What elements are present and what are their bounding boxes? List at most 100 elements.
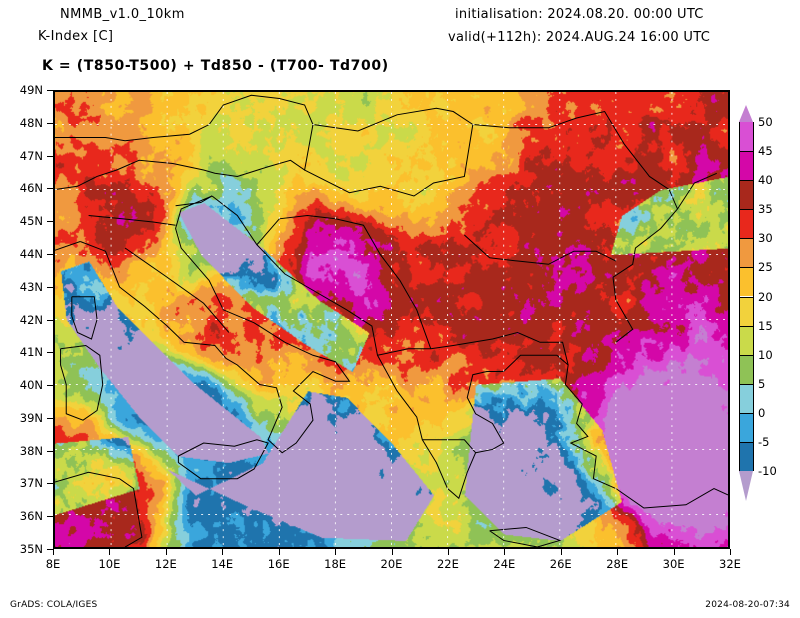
x-axis-label: 16E bbox=[267, 557, 290, 571]
colorbar-tick-label: 0 bbox=[758, 405, 766, 420]
y-axis-tick bbox=[47, 155, 53, 157]
colorbar-tick-label: 25 bbox=[758, 260, 773, 275]
x-axis-tick bbox=[560, 549, 562, 555]
y-axis-tick bbox=[47, 122, 53, 124]
colorbar-band[interactable] bbox=[739, 354, 754, 384]
x-axis-label: 8E bbox=[45, 557, 61, 571]
x-axis-label: 18E bbox=[324, 557, 347, 571]
colorbar-band[interactable] bbox=[739, 325, 754, 355]
colorbar-band[interactable] bbox=[739, 441, 754, 471]
coastline-overlay bbox=[55, 94, 728, 547]
colorbar-band[interactable] bbox=[739, 209, 754, 239]
y-axis-label: 37N bbox=[19, 476, 43, 491]
y-axis-label: 48N bbox=[19, 115, 43, 130]
colorbar-band[interactable] bbox=[739, 151, 754, 181]
model-name: NMMB_v1.0_10km bbox=[60, 7, 185, 22]
credit-text: GrADS: COLA/IGES bbox=[10, 600, 98, 610]
x-axis-tick bbox=[165, 549, 167, 555]
x-axis-tick bbox=[278, 549, 280, 555]
x-axis-tick bbox=[730, 549, 731, 555]
y-axis-tick bbox=[47, 319, 53, 321]
colorbar-separator bbox=[739, 209, 754, 211]
y-axis-tick bbox=[47, 483, 53, 485]
colorbar-separator bbox=[739, 180, 754, 182]
x-axis-label: 24E bbox=[493, 557, 516, 571]
valid-time-text: valid(+112h): 2024.AUG.24 16:00 UTC bbox=[448, 30, 711, 45]
colorbar-tick-label: 35 bbox=[758, 202, 773, 217]
y-axis-label: 39N bbox=[19, 410, 43, 425]
colorbar-band[interactable] bbox=[739, 383, 754, 413]
x-axis-tick bbox=[109, 549, 111, 555]
x-axis-label: 30E bbox=[662, 557, 685, 571]
y-axis-label: 49N bbox=[19, 83, 43, 97]
colorbar-separator bbox=[739, 296, 754, 298]
x-axis-label: 12E bbox=[154, 557, 177, 571]
colorbar-under-arrow bbox=[739, 471, 753, 501]
x-axis-tick bbox=[391, 549, 393, 555]
colorbar-tick-label: 10 bbox=[758, 347, 773, 362]
initialisation-text: initialisation: 2024.08.20. 00:00 UTC bbox=[455, 7, 704, 22]
colorbar-band[interactable] bbox=[739, 412, 754, 442]
x-axis-label: 10E bbox=[98, 557, 121, 571]
colorbar-separator bbox=[739, 325, 754, 327]
y-axis-label: 42N bbox=[19, 312, 43, 327]
y-axis-tick bbox=[47, 450, 53, 452]
y-axis-tick bbox=[47, 90, 53, 91]
y-axis-label: 44N bbox=[19, 246, 43, 261]
colorbar-separator bbox=[739, 151, 754, 153]
y-axis-label: 43N bbox=[19, 279, 43, 294]
formula-text: K = (T850-T500) + Td850 - (T700- Td700) bbox=[42, 58, 389, 74]
colorbar-tick-label: 5 bbox=[758, 376, 766, 391]
colorbar-tick-label: 40 bbox=[758, 173, 773, 188]
y-axis-tick bbox=[47, 188, 53, 190]
colorbar-band[interactable] bbox=[739, 180, 754, 210]
colorbar-band[interactable] bbox=[739, 238, 754, 268]
colorbar-separator bbox=[739, 267, 754, 269]
colorbar-band[interactable] bbox=[739, 267, 754, 297]
y-axis-tick bbox=[47, 516, 53, 518]
colorbar-tick-label: -5 bbox=[758, 434, 770, 449]
colorbar-tick-label: 30 bbox=[758, 231, 773, 246]
colorbar[interactable] bbox=[739, 122, 754, 471]
colorbar-over-arrow bbox=[739, 105, 753, 122]
colorbar-band[interactable] bbox=[739, 122, 754, 152]
y-axis-label: 41N bbox=[19, 345, 43, 360]
x-axis-label: 28E bbox=[606, 557, 629, 571]
x-axis-tick bbox=[617, 549, 619, 555]
colorbar-tick-label: -10 bbox=[758, 464, 777, 478]
x-axis-label: 20E bbox=[380, 557, 403, 571]
colorbar-separator bbox=[739, 354, 754, 356]
gridline-overlay bbox=[55, 92, 728, 547]
y-axis-label: 47N bbox=[19, 148, 43, 163]
colorbar-tick-label: 20 bbox=[758, 289, 773, 304]
y-axis-label: 36N bbox=[19, 509, 43, 524]
y-axis-tick bbox=[47, 385, 53, 387]
x-axis-tick bbox=[53, 549, 54, 555]
colorbar-tick-label: 45 bbox=[758, 144, 773, 159]
y-axis-tick bbox=[47, 286, 53, 288]
y-axis-label: 38N bbox=[19, 443, 43, 458]
colorbar-tick-label: 50 bbox=[758, 115, 773, 129]
x-axis-tick bbox=[447, 549, 449, 555]
timestamp-text: 2024-08-20-07:34 bbox=[705, 600, 790, 610]
x-axis-label: 22E bbox=[436, 557, 459, 571]
x-axis-tick bbox=[504, 549, 506, 555]
y-axis-label: 46N bbox=[19, 181, 43, 196]
y-axis-label: 40N bbox=[19, 378, 43, 393]
y-axis-tick bbox=[47, 221, 53, 223]
colorbar-separator bbox=[739, 441, 754, 443]
map-plot-area[interactable] bbox=[53, 90, 730, 549]
x-axis-label: 14E bbox=[211, 557, 234, 571]
x-axis-tick bbox=[222, 549, 224, 555]
colorbar-separator bbox=[739, 383, 754, 385]
x-axis-tick bbox=[673, 549, 675, 555]
x-axis-label: 32E bbox=[719, 557, 741, 571]
x-axis-tick bbox=[335, 549, 337, 555]
y-axis-tick bbox=[47, 352, 53, 354]
y-axis-label: 45N bbox=[19, 214, 43, 229]
colorbar-band[interactable] bbox=[739, 296, 754, 326]
y-axis-tick bbox=[47, 549, 53, 550]
y-axis-label: 35N bbox=[19, 542, 43, 556]
colorbar-separator bbox=[739, 412, 754, 414]
colorbar-separator bbox=[739, 238, 754, 240]
